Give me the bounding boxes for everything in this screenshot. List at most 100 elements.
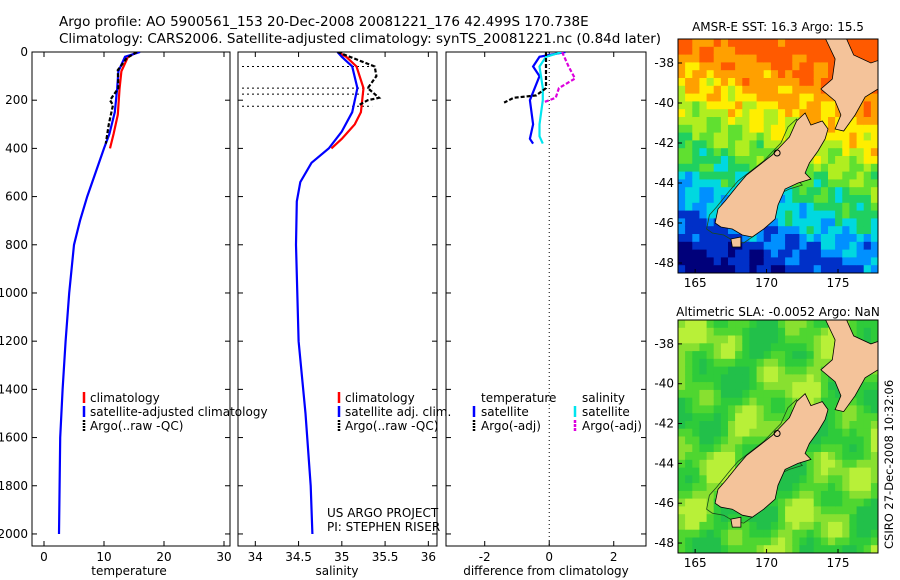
- map-cell: [813, 179, 822, 188]
- map-cell: [820, 382, 829, 391]
- map-cell: [792, 54, 800, 63]
- map-cell: [792, 351, 800, 360]
- map-cell: [778, 545, 786, 553]
- map-cell: [863, 490, 872, 500]
- map-cell: [728, 265, 736, 273]
- map-cell: [728, 117, 736, 126]
- map-cell: [706, 436, 715, 445]
- map-cell: [763, 54, 772, 63]
- map-cell: [678, 156, 686, 165]
- map-cell: [792, 265, 800, 273]
- map-cell: [813, 483, 822, 492]
- map-cell: [870, 514, 878, 523]
- map-cell: [820, 467, 829, 476]
- map-cell: [806, 202, 815, 212]
- map-cell: [828, 257, 836, 266]
- y-tick-label: 1800: [0, 479, 28, 493]
- map-cell: [842, 148, 850, 157]
- map-cell: [842, 413, 850, 422]
- map-cell: [706, 117, 715, 126]
- map-cell: [828, 397, 836, 407]
- map-cell: [678, 195, 686, 204]
- map-cell: [713, 389, 722, 399]
- map-cell: [735, 70, 743, 79]
- map-cell: [685, 132, 693, 141]
- map-cell: [842, 179, 850, 188]
- map-cell: [770, 70, 779, 79]
- map-cell: [735, 320, 743, 329]
- x-tick-label: 35.5: [372, 550, 399, 564]
- map-y-tick-label: -48: [654, 536, 674, 550]
- map-cell: [735, 529, 743, 539]
- map-cell: [863, 382, 872, 391]
- map-cell: [842, 140, 850, 149]
- map-cell: [806, 374, 815, 383]
- map-cell: [856, 467, 865, 476]
- map-cell: [713, 382, 722, 391]
- map-cell: [856, 529, 865, 539]
- map-cell: [842, 226, 850, 235]
- map-cell: [778, 382, 786, 391]
- map-cell: [728, 545, 736, 553]
- map-cell: [799, 78, 808, 87]
- map-cell: [863, 234, 872, 243]
- map-cell: [720, 39, 729, 48]
- y-tick-label: 2000: [0, 527, 28, 541]
- map-cell: [863, 132, 872, 141]
- map-cell: [706, 521, 715, 531]
- map-cell: [799, 343, 808, 352]
- map-cell: [742, 132, 750, 141]
- map-cell: [756, 39, 765, 48]
- map-cell: [863, 444, 872, 453]
- map-cell: [792, 467, 800, 476]
- map-cell: [849, 459, 858, 469]
- map-cell: [870, 521, 878, 531]
- map-cell: [792, 327, 800, 337]
- map-cell: [692, 70, 700, 79]
- map-cell: [770, 529, 779, 539]
- map-cell: [870, 459, 878, 469]
- map-cell: [728, 351, 736, 360]
- map-cell: [720, 413, 729, 422]
- map-cell: [820, 327, 829, 337]
- map-cell: [713, 257, 722, 266]
- map-cell: [713, 467, 722, 476]
- map-cell: [870, 226, 878, 235]
- map-cell: [813, 78, 822, 87]
- map-cell: [685, 148, 693, 157]
- series-line-climatology: [330, 52, 365, 150]
- map-cell: [828, 444, 836, 453]
- map-cell: [770, 218, 779, 227]
- map-cell: [720, 351, 729, 360]
- map-cell: [735, 46, 743, 56]
- map-cell: [806, 467, 815, 476]
- series-line-satellite-adj-clim-: [294, 52, 359, 535]
- map-cell: [706, 257, 715, 266]
- map-cell: [713, 483, 722, 492]
- map-cell: [699, 537, 708, 546]
- map-cell: [835, 218, 843, 227]
- series-line-satellite: [528, 52, 566, 145]
- map-cell: [792, 483, 800, 492]
- map-cell: [806, 179, 815, 188]
- map-cell: [742, 545, 750, 553]
- map-cell: [713, 140, 722, 149]
- map-cell: [792, 490, 800, 500]
- map-cell: [778, 335, 786, 344]
- legend-label: satellite: [582, 405, 630, 419]
- map-cell: [870, 428, 878, 438]
- map-y-tick-label: -38: [654, 56, 674, 70]
- map-cell: [799, 234, 808, 243]
- map-cell: [749, 265, 758, 273]
- map-cell: [692, 521, 700, 531]
- map-cell: [849, 218, 858, 227]
- map-cell: [856, 490, 865, 500]
- map-cell: [685, 218, 693, 227]
- map-cell: [785, 498, 793, 507]
- map-cell: [720, 320, 729, 329]
- map-cell: [835, 226, 843, 235]
- difference-plot-area: [445, 51, 647, 547]
- map-cell: [770, 101, 779, 110]
- map-cell: [770, 358, 779, 368]
- map-cell: [728, 320, 736, 329]
